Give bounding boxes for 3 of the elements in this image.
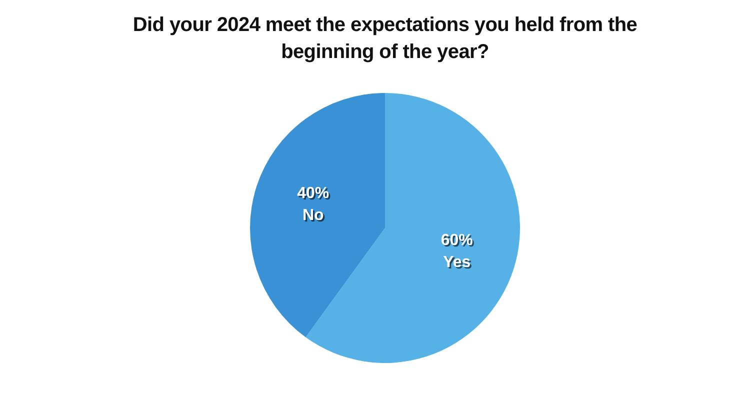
data-label: 40%	[298, 186, 331, 204]
chart-title: Did your 2024 meet the expectations you held from the beginning of the year?	[132, 13, 638, 65]
data-label: 60%	[442, 233, 474, 250]
